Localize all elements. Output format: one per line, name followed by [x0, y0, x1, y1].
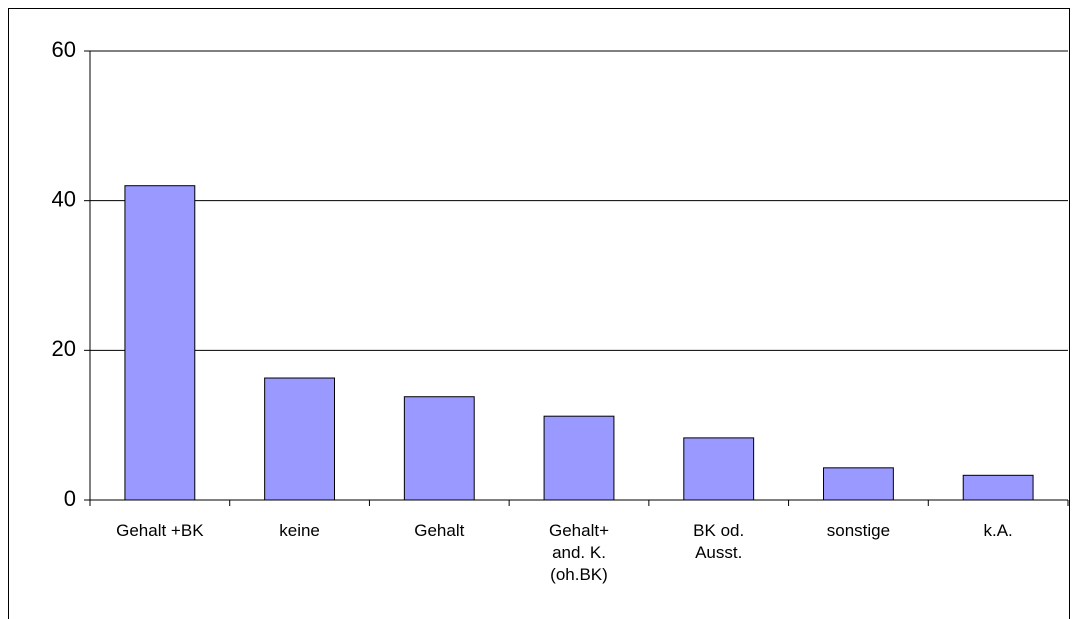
bar — [264, 377, 335, 501]
x-tick-label: sonstige — [826, 521, 891, 540]
y-tick-label: 20 — [52, 336, 76, 361]
x-tick-label: Gehalt +BK — [116, 521, 204, 540]
bar — [543, 415, 615, 501]
bar — [683, 437, 755, 501]
y-tick-label: 0 — [64, 486, 76, 511]
x-tick-label: k.A. — [983, 521, 1013, 540]
y-tick-label: 40 — [52, 186, 76, 211]
y-tick-label: 60 — [52, 37, 76, 62]
x-tick-label: Gehalt — [414, 521, 465, 540]
bar — [823, 467, 894, 501]
bar — [124, 185, 196, 501]
chart-border — [8, 8, 1070, 619]
bar — [962, 474, 1034, 501]
x-tick-label: keine — [279, 521, 320, 540]
bar — [403, 396, 475, 501]
x-tick-label: Gehalt+ and. K. (oh.BK) — [548, 521, 609, 584]
x-tick-label: BK od. Ausst. — [693, 521, 745, 562]
